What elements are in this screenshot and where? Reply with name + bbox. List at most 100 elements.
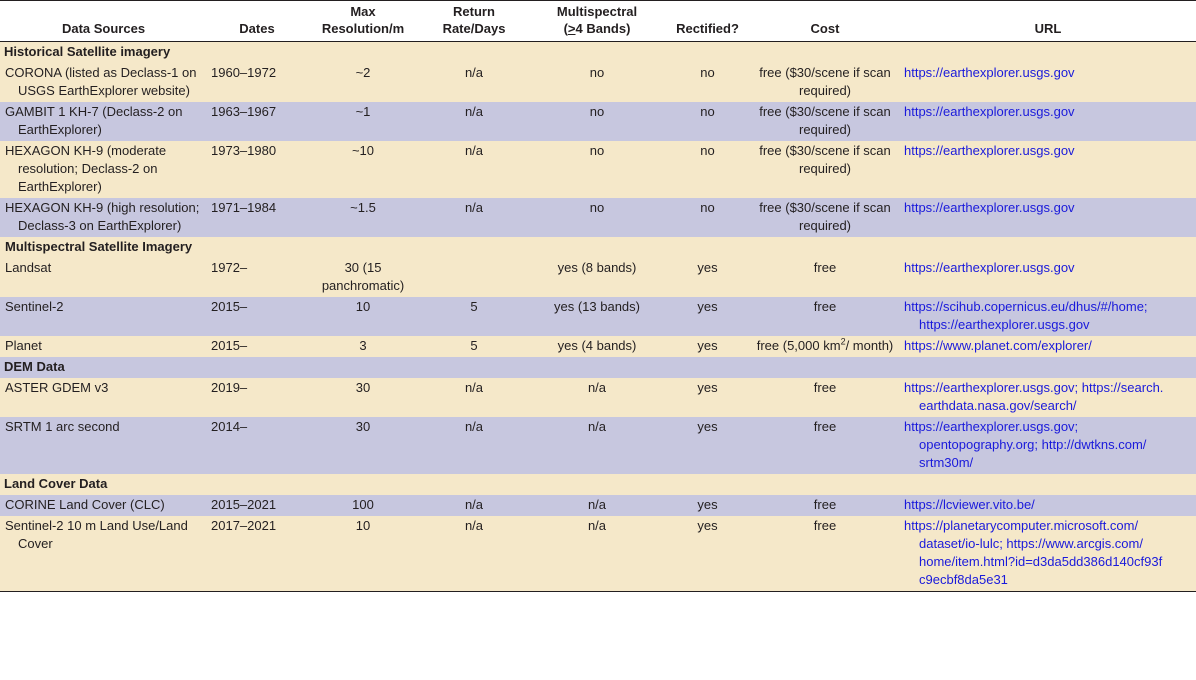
table-row: ASTER GDEM v3 2019– 30 n/a n/a yes free … (0, 378, 1196, 417)
cell-resolution: 10 (307, 516, 419, 592)
cell-cost: free ($30/scene if scan required) (750, 198, 900, 237)
cell-source: Landsat (5, 260, 52, 275)
cell-dates: 2015– (207, 297, 307, 336)
url-link[interactable]: https://earthexplorer.usgs.gov (904, 143, 1075, 158)
url-line[interactable]: dataset/io-lulc; https://www.arcgis.com/ (919, 536, 1143, 551)
url-line[interactable]: srtm30m/ (919, 455, 974, 470)
url-line[interactable]: home/item.html?id=d3da5dd386d140cf93f (919, 554, 1163, 569)
cell-rectified: yes (665, 378, 750, 417)
table-row: GAMBIT 1 KH-7 (Declass-2 on EarthExplore… (0, 102, 1196, 141)
cell-cost: free (750, 297, 900, 336)
cell-cost: free (750, 516, 900, 592)
header-return-rate: Return Rate/Days (419, 0, 529, 42)
cell-resolution: 30 (307, 378, 419, 417)
cell-rectified: yes (665, 336, 750, 357)
cell-resolution: 3 (307, 336, 419, 357)
header-res-line2: Resolution/m (321, 21, 405, 36)
cell-rectified: yes (665, 297, 750, 336)
url-link[interactable]: https://earthexplorer.usgs.gov (904, 65, 1075, 80)
url-line[interactable]: https://earthexplorer.usgs.gov; (904, 419, 1079, 434)
url-line[interactable]: https://earthexplorer.usgs.gov; https://… (904, 380, 1164, 395)
cell-dates: 2017–2021 (207, 516, 307, 592)
cell-cost: free (5,000 km2/ month) (750, 336, 900, 357)
cell-return-rate: n/a (419, 417, 529, 474)
cell-multispectral: no (529, 198, 665, 237)
cell-rectified: no (665, 102, 750, 141)
header-ms-suffix: 4 Bands) (575, 21, 631, 36)
cell-dates: 1972– (207, 258, 307, 297)
table-row: HEXAGON KH-9 (moderate resolution; Decla… (0, 141, 1196, 198)
section-title: DEM Data (0, 357, 1196, 378)
cell-multispectral: n/a (529, 378, 665, 417)
url-line[interactable]: https://earthexplorer.usgs.gov (919, 317, 1090, 332)
url-link[interactable]: https://scihub.copernicus.eu/dhus/#/home… (904, 298, 1192, 334)
cell-resolution: ~1.5 (307, 198, 419, 237)
cell-cost: free (750, 417, 900, 474)
cell-resolution: 100 (307, 495, 419, 516)
cost-superscript: 2 (840, 336, 846, 347)
table-row: Sentinel-2 2015– 10 5 yes (13 bands) yes… (0, 297, 1196, 336)
url-line[interactable]: opentopography.org; http://dwtkns.com/ (919, 437, 1147, 452)
cell-multispectral: n/a (529, 495, 665, 516)
url-link[interactable]: https://www.planet.com/explorer/ (904, 338, 1092, 353)
cell-source: Sentinel-2 (5, 299, 64, 314)
data-sources-table: Data Sources Dates Max Resolution/m Retur… (0, 0, 1196, 592)
cell-return-rate: 5 (419, 297, 529, 336)
section-title: Land Cover Data (0, 474, 1196, 495)
table-row: Planet 2015– 3 5 yes (4 bands) yes free … (0, 336, 1196, 357)
url-line[interactable]: earthdata.nasa.gov/search/ (919, 398, 1077, 413)
cost-suffix: / month) (845, 338, 894, 353)
cell-multispectral: no (529, 63, 665, 102)
cell-rectified: no (665, 198, 750, 237)
cell-dates: 2015– (207, 336, 307, 357)
cell-cost: free ($30/scene if scan required) (750, 102, 900, 141)
url-line[interactable]: c9ecbf8da5e31 (919, 572, 1008, 587)
cell-return-rate: n/a (419, 198, 529, 237)
cell-dates: 2015–2021 (207, 495, 307, 516)
cell-cost: free (750, 495, 900, 516)
url-link[interactable]: https://earthexplorer.usgs.gov (904, 200, 1075, 215)
cell-source: CORINE Land Cover (CLC) (5, 497, 165, 512)
cell-return-rate (419, 258, 529, 297)
header-cost: Cost (750, 0, 900, 42)
cell-dates: 2019– (207, 378, 307, 417)
cell-multispectral: yes (4 bands) (529, 336, 665, 357)
header-data-sources: Data Sources (0, 0, 207, 42)
cell-source: HEXAGON KH-9 (high resolution; Declass-3… (5, 200, 200, 233)
url-link[interactable]: https://earthexplorer.usgs.gov; https://… (904, 379, 1192, 415)
cost-prefix: free (5,000 km (756, 338, 841, 353)
url-link[interactable]: https://earthexplorer.usgs.gov (904, 104, 1075, 119)
cell-return-rate: n/a (419, 102, 529, 141)
url-link[interactable]: https://earthexplorer.usgs.gov (904, 260, 1075, 275)
section-title: Historical Satellite imagery (0, 41, 1196, 63)
header-dates: Dates (207, 0, 307, 42)
cell-multispectral: yes (8 bands) (529, 258, 665, 297)
cell-dates: 1971–1984 (207, 198, 307, 237)
url-link[interactable]: https://lcviewer.vito.be/ (904, 497, 1035, 512)
cell-return-rate: n/a (419, 63, 529, 102)
section-title: Multispectral Satellite Imagery (5, 239, 193, 254)
cell-rectified: yes (665, 516, 750, 592)
cell-return-rate: n/a (419, 516, 529, 592)
header-max-resolution: Max Resolution/m (307, 0, 419, 42)
url-line[interactable]: https://scihub.copernicus.eu/dhus/#/home… (904, 299, 1148, 314)
table-row: CORINE Land Cover (CLC) 2015–2021 100 n/… (0, 495, 1196, 516)
table-row: Sentinel-2 10 m Land Use/Land Cover 2017… (0, 516, 1196, 592)
header-ms-prefix: ( (563, 21, 568, 36)
table-row: HEXAGON KH-9 (high resolution; Declass-3… (0, 198, 1196, 237)
url-line[interactable]: https://planetarycomputer.microsoft.com/ (904, 518, 1139, 533)
cell-multispectral: no (529, 102, 665, 141)
cell-rectified: yes (665, 258, 750, 297)
header-row: Data Sources Dates Max Resolution/m Retur… (0, 0, 1196, 42)
section-row-landcover: Land Cover Data (0, 474, 1196, 495)
header-ret-line1: Return (453, 4, 495, 19)
cell-dates: 1973–1980 (207, 141, 307, 198)
header-ret-line2: Rate/Days (442, 21, 506, 36)
cell-cost: free ($30/scene if scan required) (750, 63, 900, 102)
cell-rectified: no (665, 141, 750, 198)
cell-rectified: yes (665, 417, 750, 474)
url-link[interactable]: https://earthexplorer.usgs.gov; opentopog… (904, 418, 1192, 472)
cell-cost: free (750, 258, 900, 297)
header-ms-geq: > (567, 21, 576, 36)
url-link[interactable]: https://planetarycomputer.microsoft.com/… (904, 517, 1192, 589)
